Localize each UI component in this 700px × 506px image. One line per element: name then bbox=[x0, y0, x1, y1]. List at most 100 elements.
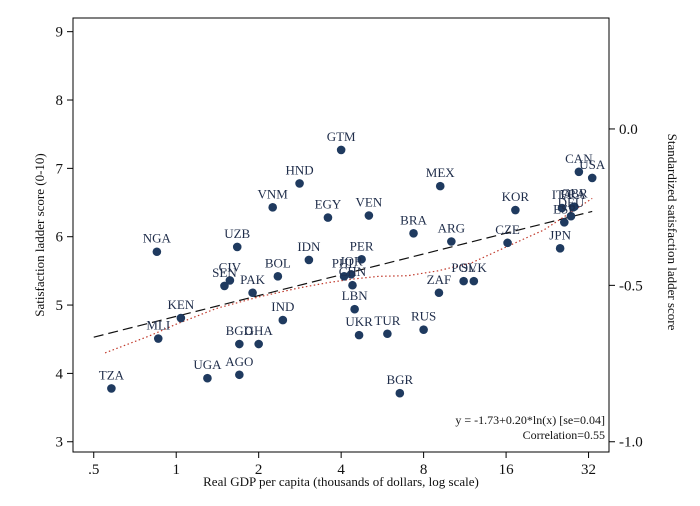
point-egy bbox=[323, 213, 333, 222]
x-axis: .5 1 2 4 8 16 32 bbox=[88, 452, 596, 478]
y-tick-label: 6 bbox=[56, 230, 64, 246]
point-esp bbox=[560, 218, 569, 227]
point-mex bbox=[435, 181, 445, 191]
point-label-ita: ITA bbox=[552, 187, 573, 202]
point-label-bra: BRA bbox=[400, 212, 427, 227]
y-tick-label: 8 bbox=[56, 93, 64, 109]
point-usa bbox=[587, 173, 597, 183]
point-label-can: CAN bbox=[565, 151, 593, 166]
point-label-bgr: BGR bbox=[386, 372, 413, 387]
point-label-fra: FRA bbox=[560, 186, 586, 201]
point-ago bbox=[235, 370, 244, 380]
y2-axis-title: Standardized satisfaction ladder score bbox=[665, 134, 680, 331]
point-label-ven: VEN bbox=[356, 195, 383, 210]
point-label-jpn: JPN bbox=[549, 227, 571, 242]
point-arg bbox=[447, 237, 456, 246]
y-tick-label: 3 bbox=[56, 435, 64, 451]
point-label-kor: KOR bbox=[502, 189, 530, 204]
correlation-label: Correlation=0.55 bbox=[523, 428, 605, 442]
x-tick-label: 2 bbox=[255, 462, 263, 478]
point-phl bbox=[339, 272, 349, 281]
point-label-ago: AGO bbox=[225, 354, 253, 369]
point-ind bbox=[278, 315, 288, 325]
x-tick-label: 8 bbox=[420, 462, 428, 478]
point-ken bbox=[176, 313, 186, 323]
point-chn bbox=[348, 280, 357, 290]
y-axis-left: 3 4 5 6 7 8 9 bbox=[56, 25, 73, 451]
point-mli bbox=[153, 334, 163, 343]
x-tick-label: 1 bbox=[172, 462, 180, 478]
x-tick-label: 4 bbox=[337, 462, 345, 478]
point-gbr bbox=[570, 202, 579, 211]
point-label-civ: CIV bbox=[219, 259, 242, 274]
point-label-uzb: UZB bbox=[224, 226, 250, 241]
point-label-hnd: HND bbox=[285, 162, 313, 177]
y-tick-label: 9 bbox=[56, 25, 64, 41]
x-tick-label: .5 bbox=[88, 462, 99, 478]
y-tick-label: 7 bbox=[56, 161, 64, 177]
y2-tick-label: -1.0 bbox=[619, 435, 643, 451]
point-civ bbox=[225, 276, 235, 285]
point-label-jor: JOR bbox=[340, 253, 363, 268]
point-ven bbox=[364, 211, 374, 220]
point-sen bbox=[220, 281, 229, 291]
point-label-gha: GHA bbox=[245, 323, 274, 338]
point-vnm bbox=[268, 203, 277, 212]
data-points bbox=[107, 145, 597, 398]
point-label-mli: MLI bbox=[146, 318, 170, 333]
point-jpn bbox=[555, 244, 565, 253]
point-ita bbox=[557, 203, 567, 213]
point-pak bbox=[248, 288, 257, 298]
point-label-tza: TZA bbox=[99, 367, 125, 382]
point-lbn bbox=[350, 304, 359, 314]
point-label-rus: RUS bbox=[411, 309, 436, 324]
point-gha bbox=[254, 339, 263, 349]
regression-equation: y = -1.73+0.20*ln(x) [se=0.04] bbox=[455, 413, 605, 427]
point-bgr bbox=[395, 388, 405, 398]
point-label-usa: USA bbox=[579, 157, 606, 172]
point-label-uga: UGA bbox=[193, 357, 222, 372]
point-ukr bbox=[354, 330, 364, 340]
point-label-egy: EGY bbox=[315, 197, 342, 212]
point-label-idn: IDN bbox=[297, 239, 321, 254]
point-can bbox=[574, 167, 584, 177]
point-label-zaf: ZAF bbox=[427, 272, 452, 287]
y-axis-title: Satisfaction ladder score (0-10) bbox=[32, 153, 47, 317]
y-axis-right: -1.0-0.50.00.51.01.5 bbox=[609, 122, 643, 451]
point-label-svk: SVK bbox=[461, 260, 488, 275]
point-label-phl: PHL bbox=[332, 255, 357, 270]
point-label-pol: POL bbox=[451, 260, 476, 275]
point-label-chn: CHN bbox=[339, 264, 367, 279]
point-bra bbox=[409, 228, 418, 238]
point-bol bbox=[273, 272, 283, 281]
point-jor bbox=[346, 269, 356, 279]
point-svk bbox=[469, 276, 479, 286]
point-label-gtm: GTM bbox=[327, 129, 356, 144]
point-label-vnm: VNM bbox=[258, 186, 289, 201]
point-label-sen: SEN bbox=[212, 265, 237, 280]
point-label-arg: ARG bbox=[438, 220, 465, 235]
point-label-bgd: BGD bbox=[226, 323, 253, 338]
point-nga bbox=[152, 247, 162, 257]
point-uga bbox=[203, 373, 212, 383]
point-label-ken: KEN bbox=[168, 297, 195, 312]
point-label-mex: MEX bbox=[426, 165, 456, 180]
point-label-lbn: LBN bbox=[342, 288, 369, 303]
plot-area bbox=[72, 17, 610, 453]
point-label-tur: TUR bbox=[374, 313, 400, 328]
point-gtm bbox=[336, 145, 346, 155]
point-label-per: PER bbox=[350, 238, 374, 253]
point-zaf bbox=[434, 288, 444, 298]
point-idn bbox=[304, 255, 314, 265]
point-pol bbox=[459, 276, 468, 286]
point-tur bbox=[383, 329, 392, 339]
point-hnd bbox=[295, 179, 304, 188]
point-tza bbox=[107, 384, 116, 393]
point-rus bbox=[419, 325, 428, 334]
x-tick-label: 16 bbox=[499, 462, 515, 478]
point-label-gbr: GBR bbox=[561, 186, 588, 201]
point-label-bol: BOL bbox=[265, 255, 291, 270]
y-tick-label: 4 bbox=[56, 366, 64, 382]
point-per bbox=[357, 254, 366, 264]
